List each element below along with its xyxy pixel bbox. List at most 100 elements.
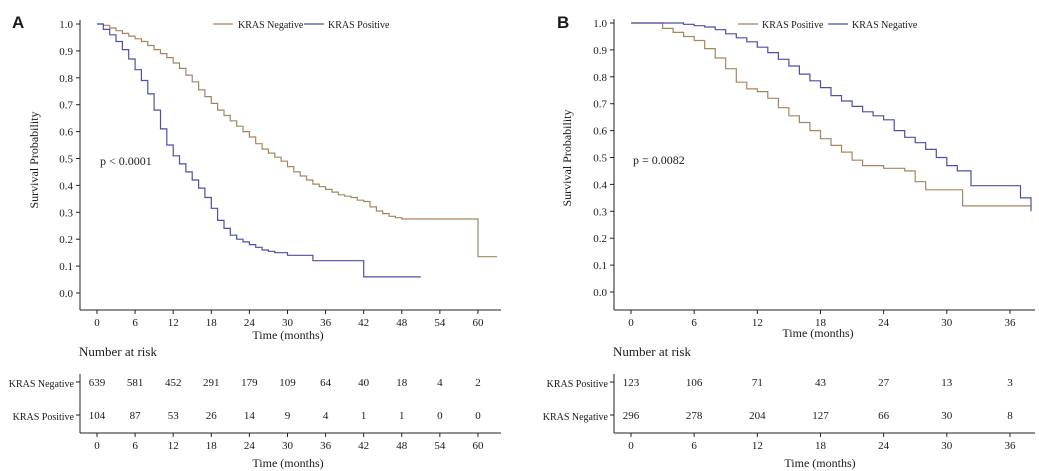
- legend-label-b-2: KRAS Negative: [852, 20, 918, 31]
- panel-b-risk-value: 66: [878, 410, 890, 422]
- panel-b-y-tick-label: 0.2: [593, 233, 607, 245]
- panel-b-risk-value: 123: [623, 377, 640, 389]
- panel-a-risk-value: 109: [279, 377, 296, 389]
- panel-a-x-tick-label: 18: [206, 317, 218, 329]
- panel-b-y-tick-label: 1.0: [593, 18, 607, 30]
- panel-a-risk-value: 1: [361, 410, 367, 422]
- panel-a-x-tick-label: 42: [358, 317, 369, 329]
- panel-a-x-tick-label: 12: [168, 317, 179, 329]
- panel-a-y-tick-label: 0.7: [59, 100, 73, 112]
- panel-b-legend: KRAS Positive KRAS Negative: [738, 20, 918, 31]
- panel-b-risk-x-tick-label: 24: [878, 440, 890, 452]
- panel-b-risk-value: 30: [941, 410, 953, 422]
- panel-a-xlabel: Time (months): [252, 328, 323, 342]
- panel-a-curves: [97, 23, 497, 278]
- panel-a-x-tick-label: 60: [472, 317, 484, 329]
- panel-a-risk-x-tick-label: 54: [434, 440, 446, 452]
- panel-a-curve-2: [97, 23, 421, 278]
- panel-a-ylabel: Survival Probability: [27, 112, 41, 209]
- panel-a-x-tick-label: 30: [282, 317, 294, 329]
- panel-a-risk-value: 87: [130, 410, 142, 422]
- panel-a-risk-value: 26: [206, 410, 218, 422]
- panel-b-risk-x-tick-label: 36: [1004, 440, 1016, 452]
- panel-b-risk-row-name-2: KRAS Negative: [543, 412, 609, 423]
- panel-b-letter: B: [557, 13, 569, 32]
- panel-a-y-tick-label: 0.9: [59, 46, 73, 58]
- panel-b-risk-value: 13: [941, 377, 953, 389]
- panel-a-curve-1: [97, 23, 497, 258]
- panel-b-risk-x-tick-label: 6: [691, 440, 697, 452]
- panel-a-risk-row-name-1: KRAS Negative: [9, 379, 75, 390]
- panel-b-risk-value: 8: [1007, 410, 1013, 422]
- panel-b-y-tick-label: 0.9: [593, 45, 607, 57]
- panel-a-risk-value: 179: [241, 377, 258, 389]
- panel-b-risk-value: 43: [815, 377, 827, 389]
- panel-a-risk-xlabel: Time (months): [252, 456, 323, 470]
- panel-a-y-tick-label: 0.4: [59, 180, 73, 192]
- panel-b-xlabel: Time (months): [782, 326, 853, 340]
- panel-b-curves: [631, 22, 1032, 212]
- panel-b-risk-value: 204: [749, 410, 766, 422]
- panel-a-x-tick-label: 24: [244, 317, 256, 329]
- panel-a-risk-value: 18: [396, 377, 408, 389]
- panel-a-risk-x-tick-label: 30: [282, 440, 294, 452]
- panel-a-x-tick-label: 0: [94, 317, 100, 329]
- panel-a-y-tick-label: 0.8: [59, 73, 73, 85]
- panel-b-risk-title: Number at risk: [613, 344, 691, 359]
- panel-a-risk-value: 291: [203, 377, 220, 389]
- panel-b-risk-value: 296: [623, 410, 640, 422]
- panel-a-risk-value: 64: [320, 377, 332, 389]
- panel-b-risk-value: 3: [1007, 377, 1013, 389]
- panel-a-risk-value: 104: [89, 410, 106, 422]
- panel-a-risk-title: Number at risk: [79, 344, 157, 359]
- legend-label-b-1: KRAS Positive: [762, 20, 824, 31]
- panel-b-risk-value: 106: [686, 377, 703, 389]
- panel-b-risk-value: 278: [686, 410, 703, 422]
- panel-b-risk-row-name-1: KRAS Positive: [547, 379, 609, 390]
- panel-a-legend: KRAS Negative KRAS Positive: [213, 20, 390, 31]
- panel-b-x-tick-label: 36: [1004, 317, 1016, 329]
- panel-a-risk-value: 4: [323, 410, 329, 422]
- panel-a-x-tick-label: 36: [320, 317, 332, 329]
- panel-a-risk-x-tick-label: 18: [206, 440, 218, 452]
- panel-a-x-tick-label: 6: [132, 317, 138, 329]
- panel-a-y-tick-label: 0.0: [59, 288, 73, 300]
- panel-b-risk-xlabel: Time (months): [784, 456, 855, 470]
- panel-a-risk-value: 0: [437, 410, 443, 422]
- panel-b: B 0.0 0.1 0.2 0.3 0.4 0.5 0.6 0.7 0.8 0.9 1.0 0 6 12 1…: [543, 13, 1035, 470]
- panel-a-y-tick-label: 0.1: [59, 261, 73, 273]
- legend-label-a-2: KRAS Positive: [328, 20, 390, 31]
- panel-a-y-tick-label: 0.6: [59, 127, 73, 139]
- panel-a-risk-value: 9: [285, 410, 291, 422]
- panel-b-curve-2: [631, 22, 1032, 212]
- panel-a-risk-x-tick-label: 24: [244, 440, 256, 452]
- panel-b-risk-table: Number at risk KRAS Positive KRAS Negati…: [543, 344, 1035, 470]
- panel-a-risk-x-tick-label: 6: [132, 440, 138, 452]
- panel-b-curve-1: [631, 22, 1031, 207]
- panel-b-x-tick-label: 24: [878, 317, 890, 329]
- panel-b-y-tick-label: 0.6: [593, 126, 607, 138]
- panel-a-risk-row-name-2: KRAS Positive: [13, 412, 75, 423]
- panel-a-risk-value: 0: [475, 410, 481, 422]
- panel-a-risk-value: 53: [168, 410, 180, 422]
- panel-b-risk-x-tick-label: 30: [941, 440, 953, 452]
- panel-a-risk-value: 1: [399, 410, 405, 422]
- panel-a-y-tick-label: 0.2: [59, 234, 73, 246]
- panel-b-risk-x-tick-label: 18: [815, 440, 827, 452]
- panel-a-risk-value: 2: [475, 377, 481, 389]
- panel-a-risk-value: 14: [244, 410, 256, 422]
- panel-a-risk-value: 452: [165, 377, 182, 389]
- panel-b-risk-x-tick-label: 12: [752, 440, 763, 452]
- panel-b-x-tick-label: 0: [628, 317, 634, 329]
- panel-a-risk-x-tick-label: 60: [472, 440, 484, 452]
- panel-a-risk-x-tick-label: 42: [358, 440, 369, 452]
- panel-a-letter: A: [12, 13, 24, 32]
- legend-label-a-1: KRAS Negative: [238, 20, 304, 31]
- panel-a-risk-x-tick-label: 12: [168, 440, 179, 452]
- panel-a-risk-value: 581: [127, 377, 144, 389]
- panel-b-y-tick-label: 0.0: [593, 287, 607, 299]
- panel-a-risk-table: Number at risk KRAS Negative KRAS Positi…: [9, 344, 501, 470]
- panel-b-y-tick-label: 0.7: [593, 99, 607, 111]
- panel-a-y-tick-label: 0.3: [59, 207, 73, 219]
- panel-a-x-tick-label: 54: [434, 317, 446, 329]
